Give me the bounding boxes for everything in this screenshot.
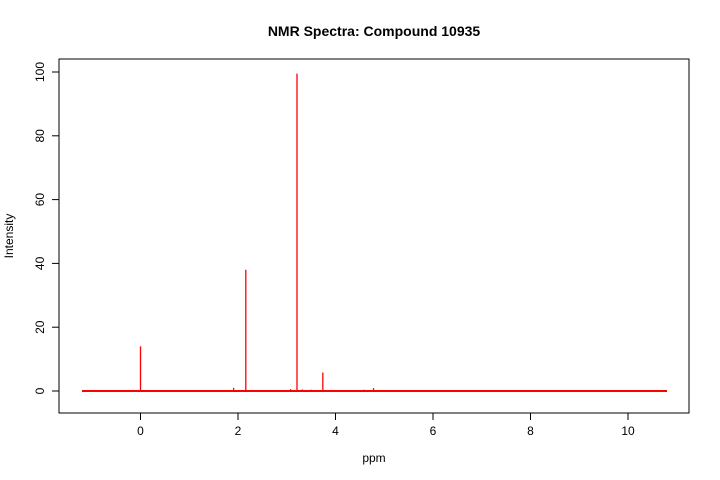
y-tick-label: 100	[33, 62, 47, 82]
y-tick-label: 20	[33, 320, 47, 334]
y-axis: 0 20 40 60 80 100	[33, 62, 60, 394]
x-tick-label: 6	[430, 424, 437, 438]
x-tick-label: 8	[527, 424, 534, 438]
y-axis-label: Intensity	[2, 214, 16, 259]
x-tick-label: 4	[332, 424, 339, 438]
series-layer	[82, 73, 667, 392]
y-tick-label: 40	[33, 256, 47, 270]
x-axis: 0 2 4 6 8 10	[137, 412, 635, 438]
x-tick-label: 10	[621, 424, 635, 438]
y-tick-label: 0	[33, 387, 47, 394]
y-tick-label: 60	[33, 193, 47, 207]
chart-title: NMR Spectra: Compound 10935	[268, 23, 481, 39]
y-tick-label: 80	[33, 129, 47, 143]
plot-frame	[58, 58, 690, 414]
x-tick-label: 2	[235, 424, 242, 438]
x-axis-label: ppm	[362, 451, 385, 465]
x-tick-label: 0	[137, 424, 144, 438]
